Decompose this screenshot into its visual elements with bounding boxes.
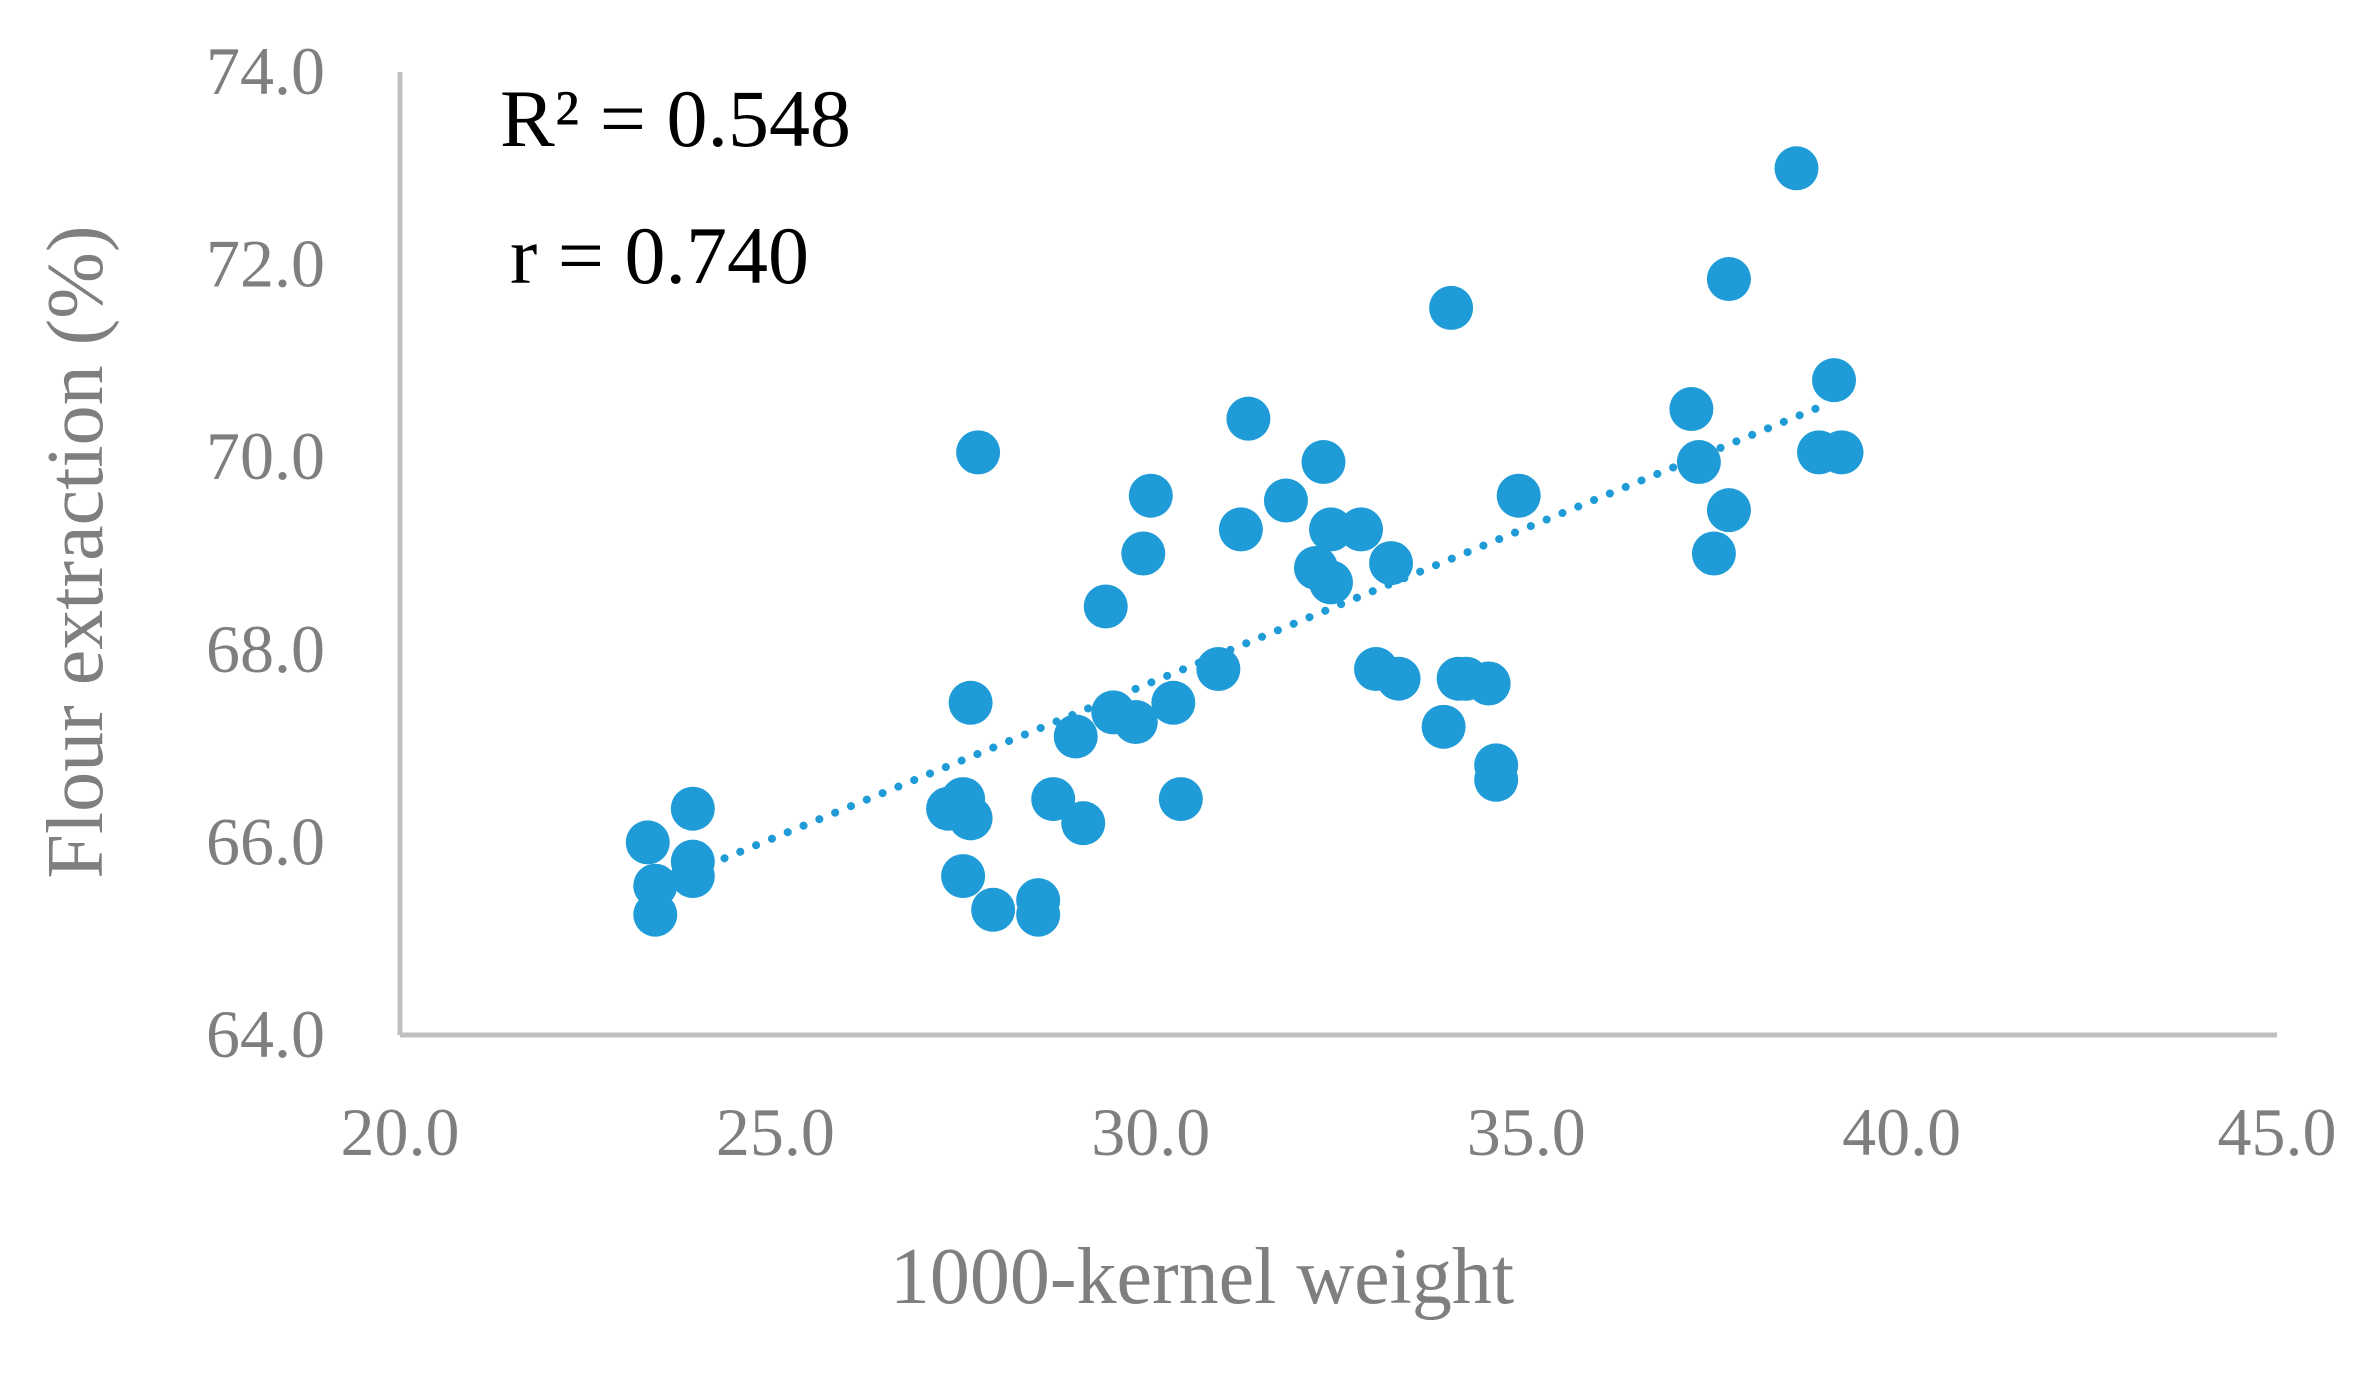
scatter-point — [1083, 584, 1128, 629]
y-tick-label: 68.0 — [206, 611, 325, 687]
scatter-point — [1053, 714, 1098, 759]
scatter-point — [1196, 647, 1241, 692]
scatter-point — [1061, 801, 1106, 846]
y-tick-label: 72.0 — [206, 226, 325, 302]
y-axis-title: Flour extraction (%) — [32, 225, 120, 878]
scatter-point — [1691, 531, 1736, 576]
scatter-point — [1676, 440, 1721, 485]
scatter-point — [1706, 488, 1751, 533]
y-tick-label: 74.0 — [206, 33, 325, 109]
scatter-point — [1151, 680, 1196, 725]
x-axis-title: 1000-kernel weight — [890, 1233, 1514, 1321]
x-tick-labels: 20.0 25.0 30.0 35.0 40.0 45.0 — [341, 1094, 2337, 1170]
scatter-point — [971, 887, 1016, 932]
scatter-point — [941, 854, 986, 899]
trendline — [688, 400, 1831, 876]
scatter-point — [670, 786, 715, 831]
scatter-point — [1421, 704, 1466, 749]
scatter-point — [1301, 440, 1346, 485]
scatter-point — [633, 892, 678, 937]
scatter-point — [1339, 507, 1384, 552]
scatter-point — [1128, 473, 1173, 518]
scatter-point — [1376, 656, 1421, 701]
scatter-point — [1466, 661, 1511, 706]
scatter-point — [1669, 387, 1714, 432]
scatter-point — [1429, 285, 1474, 330]
trendline-layer — [688, 400, 1831, 876]
scatter-point — [1496, 473, 1541, 518]
scatter-point — [1113, 700, 1158, 745]
scatter-point — [1706, 257, 1751, 302]
scatter-point — [1369, 541, 1414, 586]
y-tick-label: 70.0 — [206, 418, 325, 494]
x-tick-label: 35.0 — [1467, 1094, 1586, 1170]
x-tick-label: 25.0 — [716, 1094, 835, 1170]
scatter-point — [1158, 777, 1203, 822]
scatter-point — [1819, 430, 1864, 475]
scatter-point — [1016, 892, 1061, 937]
y-tick-label: 64.0 — [206, 996, 325, 1072]
x-tick-label: 20.0 — [341, 1094, 460, 1170]
scatter-point — [948, 680, 993, 725]
r-squared-annotation: R² = 0.548 — [500, 73, 851, 164]
points-layer — [625, 146, 1864, 937]
scatter-point — [1308, 560, 1353, 605]
correlation-annotation: r = 0.740 — [510, 210, 809, 301]
scatter-point — [1226, 396, 1271, 441]
x-tick-label: 45.0 — [2218, 1094, 2337, 1170]
scatter-point — [948, 796, 993, 841]
scatter-point — [1812, 358, 1857, 403]
x-tick-label: 30.0 — [1091, 1094, 1210, 1170]
x-tick-label: 40.0 — [1842, 1094, 1961, 1170]
scatter-point — [1474, 757, 1519, 802]
scatter-point — [1218, 507, 1263, 552]
scatter-point — [1031, 777, 1076, 822]
scatter-point — [625, 820, 670, 865]
y-tick-labels: 64.0 66.0 68.0 70.0 72.0 74.0 — [206, 33, 325, 1072]
scatter-point — [1774, 146, 1819, 191]
scatter-point — [670, 854, 715, 899]
scatter-point — [1263, 478, 1308, 523]
y-tick-label: 66.0 — [206, 803, 325, 879]
scatter-point — [1121, 531, 1166, 576]
scatter-point — [956, 430, 1001, 475]
